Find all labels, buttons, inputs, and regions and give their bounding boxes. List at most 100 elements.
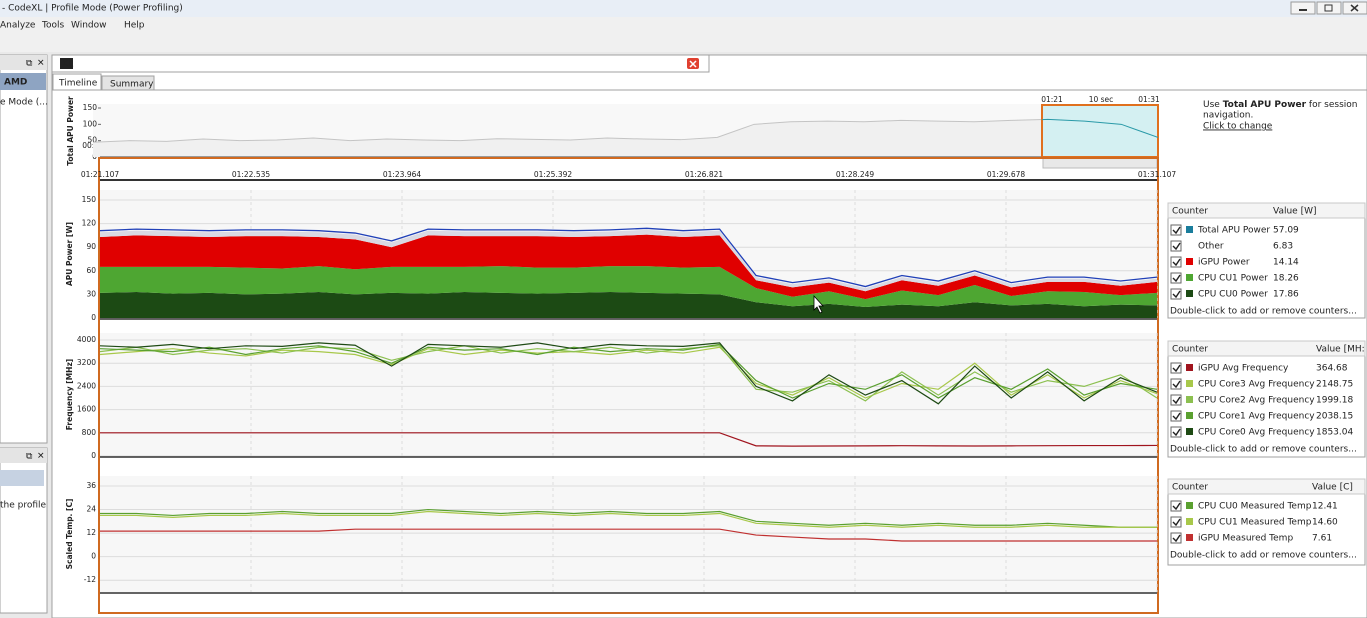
y-tick-label: 30: [86, 289, 96, 298]
checkbox[interactable]: [1170, 378, 1182, 390]
legend-header: [1167, 340, 1366, 357]
checkbox[interactable]: [1170, 516, 1182, 528]
legend-header-text: Value [MH:: [1316, 345, 1365, 355]
legend-name: iGPU Measured Temp: [1198, 534, 1293, 544]
stacked-area: [100, 292, 1157, 318]
xl-icon: [60, 58, 73, 69]
series-line: [99, 343, 1158, 399]
legend-value: 18.26: [1273, 274, 1299, 284]
legend-name: CPU Core1 Avg Frequency: [1198, 412, 1315, 422]
plot-area: [100, 476, 1157, 594]
check: [1172, 290, 1181, 299]
panel-dock-icon[interactable]: ⧉: [26, 452, 33, 462]
legend: [1167, 340, 1366, 458]
legend-swatch: [1186, 428, 1193, 435]
stacked-area: [100, 266, 1157, 307]
menu-item[interactable]: Tools: [41, 21, 64, 31]
menu-item[interactable]: Window: [71, 21, 107, 31]
y-tick-label: 50: [87, 136, 97, 145]
legend-value: 14.14: [1273, 258, 1299, 268]
time-tick-label: 01:26.821: [685, 170, 724, 179]
check: [1172, 274, 1181, 283]
legend-value: 12.41: [1312, 502, 1338, 512]
check: [1172, 428, 1181, 437]
document-tab: [51, 54, 710, 73]
checkbox[interactable]: [1170, 426, 1182, 438]
legend-swatch: [1186, 396, 1193, 403]
y-tick-label: 12: [86, 528, 96, 537]
checkbox[interactable]: [1170, 410, 1182, 422]
legend-swatch: [1186, 518, 1193, 525]
menu: Analyze Tools Window Help: [0, 21, 145, 31]
legend-name: CPU Core2 Avg Frequency: [1198, 396, 1315, 406]
check: [1172, 226, 1181, 235]
stacked-area: [100, 229, 1157, 292]
logo-box: [0, 73, 46, 90]
menu-item[interactable]: Help: [124, 21, 145, 31]
legend-footer: Double-click to add or remove counters..…: [1170, 551, 1357, 561]
minimize-button[interactable]: [1290, 1, 1316, 15]
y-tick-label: 0: [91, 552, 96, 561]
legend-name: Other: [1198, 242, 1224, 252]
legend-name: CPU CU1 Power: [1198, 274, 1268, 284]
legend-value: 2148.75: [1316, 380, 1353, 390]
total-line: [99, 227, 1158, 288]
hint-link[interactable]: Click to change: [1203, 122, 1273, 132]
y-tick-label: 150: [82, 195, 97, 204]
content: 050100150Total APU Power00:0000:1300:260…: [65, 95, 1366, 614]
cursor: [813, 294, 824, 314]
legend-swatch: [1186, 412, 1193, 419]
tab-label[interactable]: Timeline: [58, 79, 98, 89]
legend-header: [1167, 202, 1366, 219]
plot-area: [100, 333, 1157, 458]
legend-swatch: [1186, 258, 1193, 265]
menu-bar: [0, 17, 1367, 33]
legend-value: 14.60: [1312, 518, 1338, 528]
checkbox[interactable]: [1170, 272, 1182, 284]
window-controls: [1290, 1, 1367, 15]
legend-header-text: Value [W]: [1273, 207, 1317, 217]
checkbox[interactable]: [1170, 394, 1182, 406]
overview-area: [93, 119, 1158, 157]
check: [1172, 364, 1181, 373]
tab-label[interactable]: Summary: [110, 80, 154, 90]
series-line: [100, 528, 1157, 542]
y-axis-label: Scaled Temp. [C]: [65, 499, 74, 570]
check: [1172, 242, 1181, 251]
y-tick-label: 800: [82, 428, 97, 437]
tree-item[interactable]: e Mode (...: [0, 98, 48, 108]
legend-name: CPU Core0 Avg Frequency: [1198, 428, 1315, 438]
scroll-handle: [1042, 157, 1158, 169]
legend-value: 2038.15: [1316, 412, 1353, 422]
y-tick-label: 3200: [77, 358, 96, 367]
y-tick-label: 1600: [77, 405, 96, 414]
legend-header-text: Value [C]: [1312, 483, 1353, 493]
legend-name: CPU CU0 Power: [1198, 290, 1268, 300]
restore-button[interactable]: [1316, 1, 1342, 15]
checkbox[interactable]: [1170, 240, 1182, 252]
menu-item[interactable]: Analyze: [0, 21, 36, 31]
checkbox[interactable]: [1170, 500, 1182, 512]
checkbox[interactable]: [1170, 256, 1182, 268]
xl-icon-text: XL: [62, 60, 73, 70]
checkbox[interactable]: [1170, 532, 1182, 544]
check: [1172, 518, 1181, 527]
time-tick-label: 01:28.249: [836, 170, 875, 179]
time-tick-label: 01:23.964: [383, 170, 422, 179]
legend-header-text: Counter: [1172, 207, 1208, 217]
legend-value: 1999.18: [1316, 396, 1353, 406]
range-label: 01:21: [1041, 95, 1063, 104]
panel-dock-icon[interactable]: ⧉: [26, 59, 33, 69]
range-label: 10 sec: [1089, 95, 1114, 104]
checkbox[interactable]: [1170, 362, 1182, 374]
legend-name: CPU CU0 Measured Temp: [1198, 502, 1312, 512]
panel-close-icon[interactable]: ✕: [37, 59, 45, 69]
y-tick-label: 100: [83, 119, 98, 128]
check: [1172, 534, 1181, 543]
overview-line: [92, 118, 1159, 143]
checkbox[interactable]: [1170, 224, 1182, 236]
checkbox[interactable]: [1170, 288, 1182, 300]
panel-close-icon[interactable]: ✕: [37, 452, 45, 462]
stacked-area: [100, 234, 1157, 300]
legend-name: CPU Core3 Avg Frequency: [1198, 380, 1315, 390]
